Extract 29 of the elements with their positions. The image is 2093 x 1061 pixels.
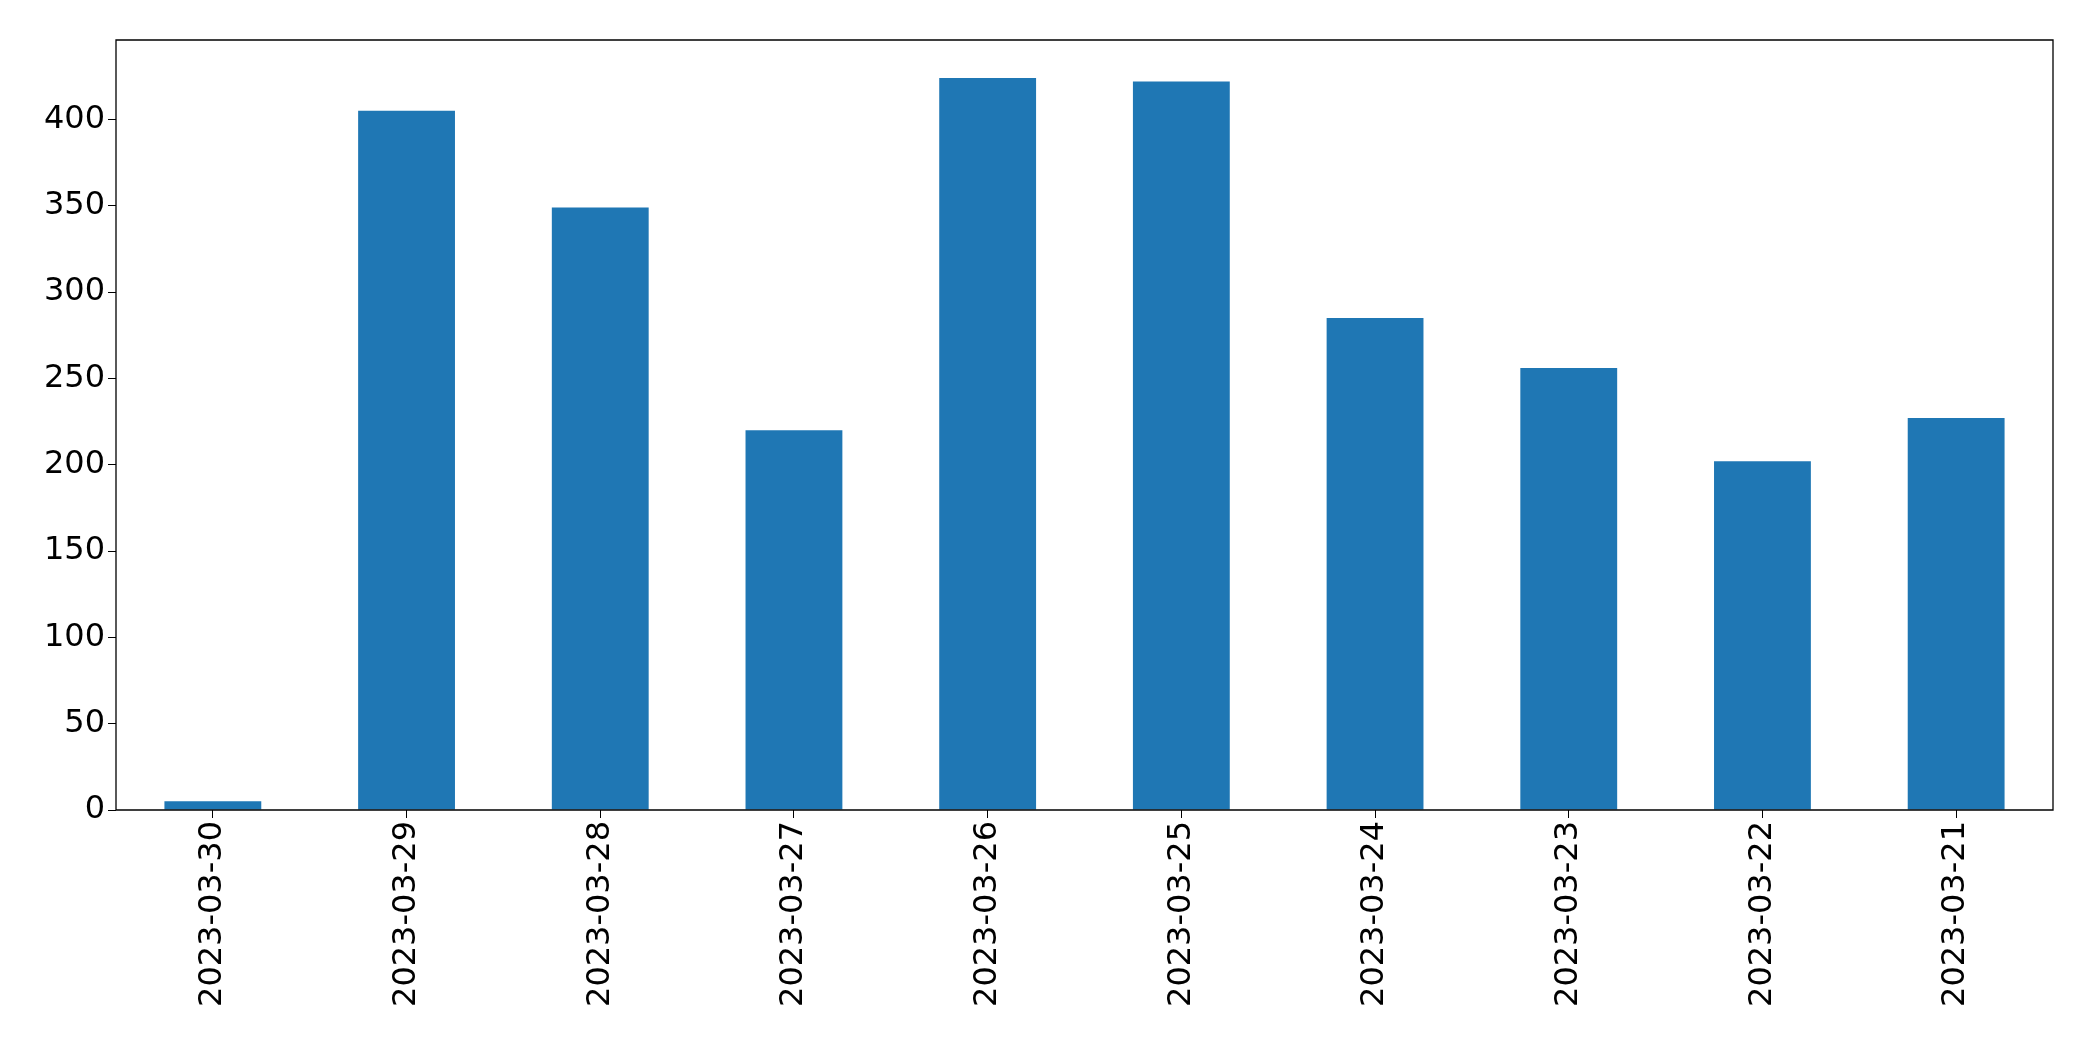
bar bbox=[1132, 81, 1230, 810]
y-tick-label: 300 bbox=[43, 270, 105, 309]
y-tick-label: 150 bbox=[43, 529, 105, 568]
bar bbox=[551, 207, 649, 810]
bar bbox=[1520, 368, 1618, 810]
y-tick-label: 50 bbox=[64, 701, 105, 740]
bar bbox=[358, 110, 455, 810]
bar bbox=[939, 77, 1037, 810]
y-tick-label: 400 bbox=[43, 97, 105, 136]
x-tick-label: 2023-03-26 bbox=[965, 821, 1004, 1007]
y-tick-label: 100 bbox=[43, 615, 105, 654]
x-tick-label: 2023-03-22 bbox=[1740, 821, 1779, 1007]
x-tick-label: 2023-03-27 bbox=[772, 821, 811, 1007]
y-tick-label: 250 bbox=[43, 356, 105, 395]
x-tick-label: 2023-03-24 bbox=[1353, 821, 1392, 1007]
y-tick-label: 350 bbox=[43, 184, 105, 223]
x-tick-label: 2023-03-29 bbox=[384, 821, 423, 1007]
x-tick-label: 2023-03-25 bbox=[1159, 821, 1198, 1007]
y-tick-label: 200 bbox=[43, 443, 105, 482]
x-tick-label: 2023-03-23 bbox=[1547, 821, 1586, 1007]
y-tick-label: 0 bbox=[84, 788, 105, 827]
bar bbox=[164, 801, 262, 810]
bar bbox=[1714, 461, 1811, 810]
x-tick-label: 2023-03-28 bbox=[578, 821, 617, 1007]
bar bbox=[1907, 418, 2005, 810]
bar bbox=[745, 430, 843, 810]
bar bbox=[1326, 317, 1424, 810]
x-tick-label: 2023-03-30 bbox=[191, 821, 230, 1007]
x-tick-label: 2023-03-21 bbox=[1934, 821, 1973, 1007]
